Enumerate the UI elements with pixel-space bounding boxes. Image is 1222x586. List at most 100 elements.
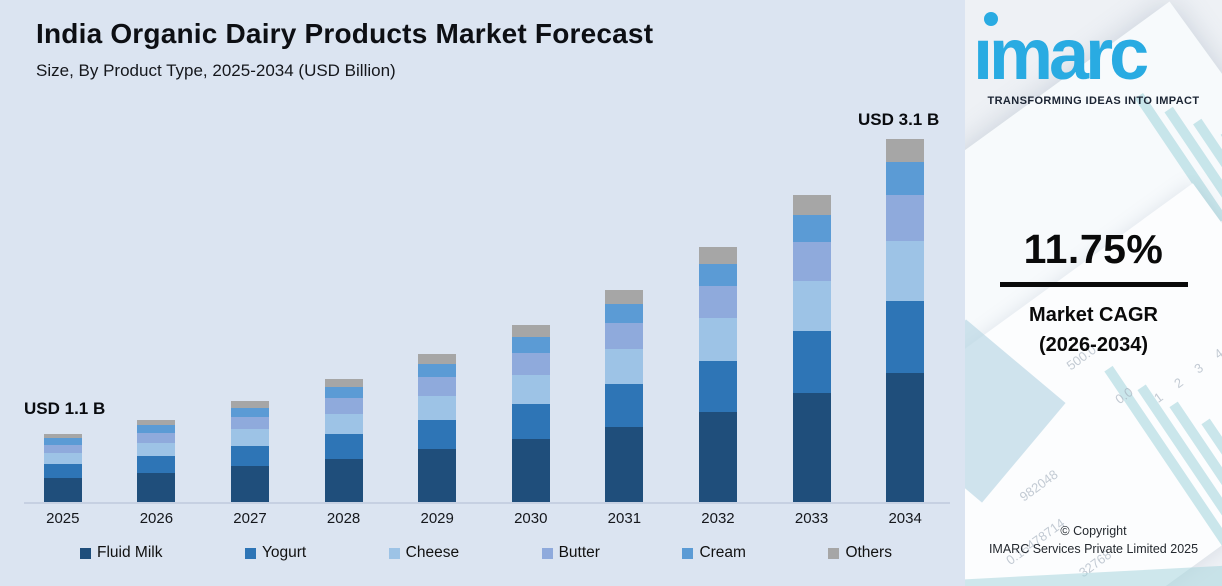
- legend-item-cheese: Cheese: [388, 544, 460, 562]
- bar-segment-yogurt: [605, 384, 644, 427]
- bar-segment-others: [698, 247, 737, 265]
- chart-panel: India Organic Dairy Products Market Fore…: [16, 18, 952, 562]
- bar-segment-others: [230, 401, 269, 408]
- bar-column-2025: [16, 122, 110, 502]
- bar-segment-cream: [605, 303, 644, 323]
- bar-segment-cream: [886, 162, 925, 196]
- bar-stack: [324, 379, 363, 502]
- bar-segment-cheese: [43, 453, 82, 465]
- bar-segment-fluid-milk: [792, 393, 831, 502]
- bar-segment-butter: [886, 195, 925, 241]
- cagr-block: 11.75% Market CAGR (2026-2034): [965, 226, 1222, 357]
- bar-stack: [698, 247, 737, 502]
- legend-swatch-icon: [80, 547, 91, 559]
- legend-swatch-icon: [541, 547, 553, 559]
- legend-label: Cream: [699, 544, 746, 561]
- cagr-value: 11.75%: [1023, 226, 1164, 272]
- bar-segment-butter: [605, 322, 644, 350]
- bar-segment-cheese: [605, 349, 644, 385]
- bar-column-2033: [765, 122, 859, 502]
- x-axis-label: 2025: [46, 510, 80, 527]
- bar-segment-yogurt: [698, 360, 737, 412]
- bar-segment-cheese: [698, 318, 737, 361]
- bar-segment-cheese: [886, 240, 925, 301]
- bar-segment-cream: [418, 364, 457, 378]
- legend-swatch-icon: [244, 547, 256, 559]
- bar-segment-fluid-milk: [886, 373, 925, 502]
- bar-segment-others: [605, 290, 644, 304]
- x-axis-label: 2030: [514, 510, 548, 527]
- bar-segment-yogurt: [137, 456, 176, 473]
- bar-segment-butter: [324, 398, 363, 414]
- cagr-period: (2026-2034): [1039, 334, 1148, 356]
- bar-segment-cream: [698, 264, 737, 287]
- bar-segment-fluid-milk: [230, 465, 269, 502]
- imarc-logo-dot-icon: [984, 12, 998, 26]
- bar-segment-others: [43, 434, 82, 439]
- bar-segment-fluid-milk: [698, 411, 737, 502]
- x-axis-label: 2027: [233, 510, 267, 527]
- bar-segment-cream: [792, 214, 831, 243]
- imarc-tagline: TRANSFORMING IDEAS INTO IMPACT: [987, 95, 1200, 107]
- bar-segment-butter: [137, 432, 176, 443]
- bar-segment-butter: [792, 242, 831, 281]
- legend-swatch-icon: [388, 547, 400, 559]
- page-subtitle: Size, By Product Type, 2025-2034 (USD Bi…: [36, 61, 396, 80]
- bar-column-2031: [578, 122, 672, 502]
- bar-stack: [886, 139, 925, 502]
- branding-panel: 500.0 0.0 1 2 3 4 982048 0.15478714 32768 ıma…: [965, 0, 1222, 586]
- bars-row: [16, 122, 952, 502]
- bar-segment-cream: [43, 438, 82, 445]
- bar-stack: [418, 354, 457, 502]
- legend-swatch-icon: [828, 547, 840, 559]
- bar-segment-fluid-milk: [418, 449, 457, 502]
- bar-segment-cream: [324, 387, 363, 399]
- legend-label: Fluid Milk: [97, 544, 163, 561]
- copyright-line1: © Copyright: [1060, 524, 1127, 538]
- x-axis-label: 2033: [794, 510, 829, 527]
- branding-content: ımarc TRANSFORMING IDEAS INTO IMPACT 11.…: [965, 0, 1222, 586]
- page-title: India Organic Dairy Products Market Fore…: [36, 18, 654, 49]
- bar-segment-fluid-milk: [324, 458, 363, 502]
- copyright: © Copyright IMARC Services Private Limit…: [965, 522, 1222, 558]
- bar-column-2028: [297, 122, 391, 502]
- bar-segment-butter: [418, 377, 457, 396]
- copyright-line2: IMARC Services Private Limited 2025: [988, 542, 1199, 556]
- legend-label: Cheese: [405, 544, 460, 561]
- bar-stack: [511, 325, 550, 502]
- bar-segment-cream: [137, 425, 176, 433]
- bar-segment-cheese: [137, 442, 176, 457]
- bar-column-2034: [858, 122, 952, 502]
- bar-segment-others: [886, 139, 925, 163]
- bar-segment-yogurt: [43, 464, 82, 478]
- legend-label: Others: [845, 544, 892, 561]
- bar-segment-cheese: [230, 429, 269, 447]
- bar-segment-others: [324, 379, 363, 388]
- imarc-logo: ımarc: [973, 15, 1149, 95]
- bar-segment-fluid-milk: [511, 439, 550, 502]
- bar-segment-others: [511, 325, 550, 338]
- bar-segment-yogurt: [792, 331, 831, 394]
- bar-column-2026: [110, 122, 204, 502]
- bar-segment-yogurt: [324, 433, 363, 459]
- bar-stack: [230, 401, 269, 502]
- bar-segment-others: [418, 354, 457, 365]
- bar-segment-cheese: [324, 413, 363, 434]
- legend-label: Butter: [558, 544, 600, 561]
- bar-segment-fluid-milk: [605, 426, 644, 502]
- bar-column-2030: [484, 122, 578, 502]
- bar-stack: [43, 434, 82, 502]
- bar-segment-fluid-milk: [137, 472, 176, 502]
- value-label-end: USD 3.1 B: [858, 110, 940, 129]
- bar-segment-yogurt: [886, 300, 925, 374]
- bar-column-2029: [390, 122, 484, 502]
- x-axis-label: 2026: [139, 510, 174, 527]
- x-axis-labels: 2025 2026 2027 2028 2029 2030 2031 2032 2033 2034: [16, 510, 952, 527]
- bar-segment-butter: [698, 286, 737, 319]
- legend: Fluid Milk Yogurt Cheese Butter Cream Others: [80, 544, 892, 562]
- bar-segment-cheese: [792, 280, 831, 332]
- bar-column-2032: [671, 122, 765, 502]
- bar-segment-yogurt: [418, 419, 457, 450]
- bar-segment-butter: [43, 444, 82, 454]
- x-axis-label: 2034: [888, 510, 922, 527]
